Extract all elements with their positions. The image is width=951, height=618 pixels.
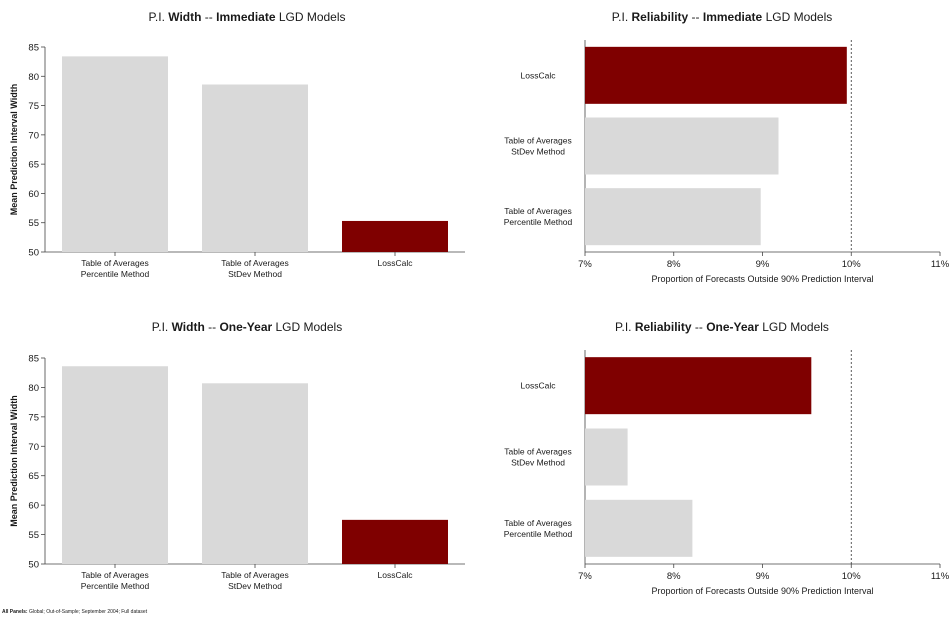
chart2-bar	[585, 46, 847, 104]
chart4-category-label: LossCalc	[521, 381, 557, 391]
chart2-category-label: Table of Averages StDev Method	[504, 136, 571, 157]
chart1-y-tick-label: 80	[28, 72, 39, 83]
chart4-x-tick-label: 11%	[931, 571, 950, 582]
chart1-category-label: Table of Averages StDev Method	[221, 258, 288, 279]
chart3-category-label: LossCalc	[378, 570, 414, 580]
chart2-x-tick-label: 8%	[667, 259, 681, 270]
chart4-x-tick-label: 7%	[578, 571, 592, 582]
footnote-text: Global; Out-of-Sample; September 2004; F…	[27, 609, 148, 615]
chart3-bar	[62, 366, 168, 564]
chart4-bar	[585, 428, 628, 486]
chart3-y-tick-label: 75	[28, 412, 39, 423]
footnote-label: All Panels:	[2, 609, 28, 615]
chart2-bar	[585, 117, 779, 175]
chart2-category-label: Table of Averages Percentile Method	[504, 206, 573, 227]
chart1-y-tick-label: 70	[28, 130, 39, 141]
chart4-category-label: Table of Averages Percentile Method	[504, 518, 573, 539]
chart3-y-tick-label: 80	[28, 383, 39, 394]
chart3-y-tick-label: 50	[28, 560, 39, 571]
chart4-bar	[585, 499, 693, 557]
chart3-y-tick-label: 65	[28, 471, 39, 482]
chart3-category-label: Table of Averages Percentile Method	[81, 570, 150, 591]
chart4-category-label: Table of Averages StDev Method	[504, 447, 571, 468]
chart1-y-tick-label: 85	[28, 43, 39, 54]
chart3-y-axis-label: Mean Prediction Interval Width	[9, 395, 19, 526]
chart4-x-axis-label: Proportion of Forecasts Outside 90% Pred…	[651, 586, 873, 596]
chart3-y-tick-label: 60	[28, 501, 39, 512]
chart3-y-tick-label: 55	[28, 530, 39, 541]
chart1-y-tick-label: 55	[28, 218, 39, 229]
chart2-x-tick-label: 7%	[578, 259, 592, 270]
chart2-category-label: LossCalc	[521, 70, 557, 80]
chart2-bar	[585, 188, 761, 246]
chart1-category-label: LossCalc	[378, 258, 414, 268]
chart4-x-tick-label: 9%	[756, 571, 770, 582]
chart3-y-tick-label: 70	[28, 442, 39, 453]
chart1-y-tick-label: 50	[28, 248, 39, 259]
footnote: All Panels: Global; Out-of-Sample; Septe…	[2, 609, 147, 616]
chart1-category-label: Table of Averages Percentile Method	[81, 258, 150, 279]
chart4-x-tick-label: 10%	[842, 571, 862, 582]
chart1-y-tick-label: 65	[28, 160, 39, 171]
chart4-title: P.I. Reliability -- One-Year LGD Models	[615, 320, 829, 334]
chart3-bar	[342, 519, 448, 564]
chart2-x-tick-label: 9%	[756, 259, 770, 270]
chart1-bar	[62, 56, 168, 252]
chart1-y-tick-label: 75	[28, 101, 39, 112]
chart1-y-axis-label: Mean Prediction Interval Width	[9, 84, 19, 215]
chart2-x-tick-label: 10%	[842, 259, 862, 270]
chart2-x-tick-label: 11%	[931, 259, 950, 270]
chart3-y-tick-label: 85	[28, 354, 39, 365]
chart3-bar	[202, 383, 308, 564]
chart3-title: P.I. Width -- One-Year LGD Models	[152, 320, 342, 334]
chart4-x-tick-label: 8%	[667, 571, 681, 582]
chart1-y-tick-label: 60	[28, 189, 39, 200]
chart1-bar	[342, 220, 448, 252]
chart4-bar	[585, 357, 812, 415]
chart2-x-axis-label: Proportion of Forecasts Outside 90% Pred…	[651, 274, 873, 284]
chart1-bar	[202, 84, 308, 252]
chart3-category-label: Table of Averages StDev Method	[221, 570, 288, 591]
chart1-title: P.I. Width -- Immediate LGD Models	[148, 10, 345, 24]
chart2-title: P.I. Reliability -- Immediate LGD Models	[612, 10, 833, 24]
